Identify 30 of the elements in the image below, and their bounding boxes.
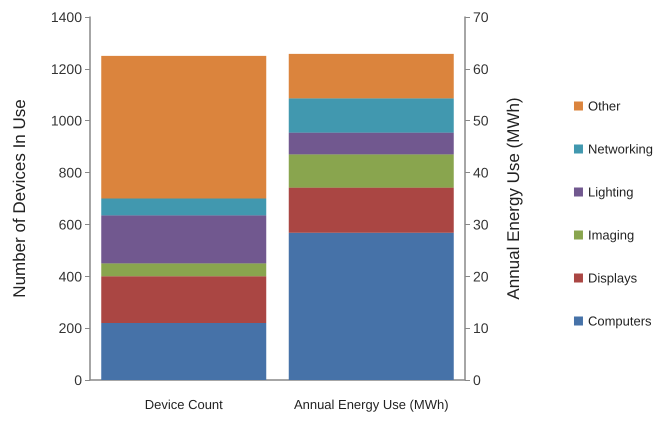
bar bbox=[101, 322, 266, 380]
y2-tick-label: 10 bbox=[473, 320, 489, 336]
y-axis-title: Number of Devices In Use bbox=[10, 99, 29, 298]
y2-tick-label: 50 bbox=[473, 112, 489, 129]
y2-tick-label: 30 bbox=[473, 216, 489, 232]
legend-label: Displays bbox=[588, 270, 638, 286]
y-tick-label: 600 bbox=[58, 216, 82, 232]
legend-label: Imaging bbox=[588, 228, 634, 242]
y-tick-label: 1000 bbox=[50, 112, 82, 129]
y2-tick-label: 40 bbox=[473, 164, 489, 181]
y-tick-label: 400 bbox=[58, 268, 82, 284]
y-tick-label: 200 bbox=[58, 320, 82, 336]
y-tick-label: 1400 bbox=[50, 9, 82, 25]
y2-tick-label: 70 bbox=[473, 9, 489, 25]
legend-label: Networking bbox=[588, 142, 654, 156]
y2-tick-label: 0 bbox=[473, 372, 481, 388]
bar bbox=[101, 198, 266, 216]
y-tick-label: 1200 bbox=[50, 60, 82, 77]
bar bbox=[101, 215, 266, 264]
y-tick-label: 800 bbox=[58, 164, 82, 181]
bar bbox=[101, 263, 266, 276]
y2-tick-label: 60 bbox=[473, 60, 489, 77]
bar bbox=[101, 56, 266, 198]
legend-label: Other bbox=[588, 98, 622, 114]
y-tick-label: 0 bbox=[74, 372, 82, 388]
y2-tick-label: 20 bbox=[473, 268, 489, 284]
bar bbox=[101, 276, 266, 323]
legend-label: Lighting bbox=[588, 184, 634, 200]
legend-label: Computers bbox=[588, 314, 652, 328]
x-tick-label: Device Count bbox=[144, 397, 224, 412]
